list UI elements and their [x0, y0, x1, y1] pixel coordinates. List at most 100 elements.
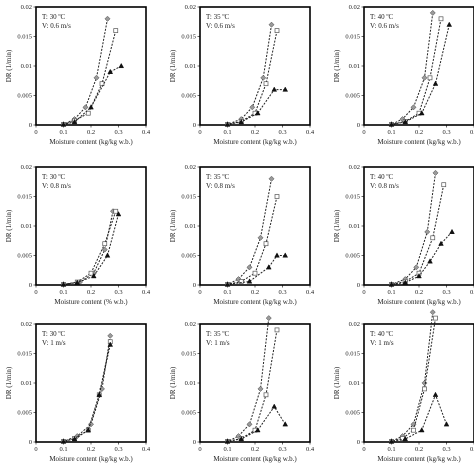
data-point-square	[438, 16, 444, 22]
y-axis-label: DR (1/min)	[169, 49, 177, 82]
data-point-square	[422, 386, 427, 392]
chart-panel-6: 0 0.1 0.2 0.3 0.4 0 0.005 0.01 0.015 0.02 Moisture…	[333, 164, 474, 306]
data-point-square	[263, 241, 269, 247]
y-tick-label: 0.02	[349, 164, 360, 171]
x-tick-label: 0.1	[387, 129, 395, 136]
data-point-square	[274, 28, 280, 33]
series-line	[227, 89, 286, 125]
y-tick-label: 0	[357, 439, 360, 446]
series-triangle	[388, 21, 453, 127]
data-point-square	[263, 81, 269, 87]
y-tick-label: 0.01	[185, 380, 196, 387]
data-point-triangle	[88, 104, 94, 110]
x-axis-label: Moisture content (kg/kg w.b.)	[377, 298, 461, 306]
data-point-triangle	[60, 121, 67, 127]
series-square	[61, 339, 113, 444]
velocity-label: V: 0.8 m/s	[370, 182, 399, 190]
chart-panel-7: 0 0.1 0.2 0.3 0.4 0 0.005 0.01 0.015 0.02 Moisture…	[5, 321, 151, 463]
velocity-label: V: 0.8 m/s	[42, 182, 71, 190]
x-tick-label: 0	[362, 129, 365, 136]
data-point-triangle	[282, 252, 289, 258]
x-axis-label: Moisture content (kg/kg w.b.)	[49, 455, 133, 463]
y-axis-label: DR (1/min)	[169, 366, 177, 399]
x-axis-label: Moisture content (kg/kg w.b.)	[213, 138, 297, 146]
y-tick-label: 0.005	[181, 93, 196, 100]
data-point-diamond	[257, 385, 264, 392]
x-tick-label: 0.4	[306, 446, 315, 453]
series-diamond	[60, 208, 116, 288]
data-point-triangle	[85, 427, 92, 433]
y-tick-label: 0.005	[181, 253, 196, 260]
x-tick-label: 0.4	[142, 446, 151, 453]
y-tick-label: 0	[29, 122, 32, 129]
data-point-diamond	[249, 104, 256, 111]
y-tick-label: 0.005	[17, 93, 32, 100]
chart-panel-2: 0 0.1 0.2 0.3 0.4 0 0.005 0.01 0.015 0.02 Moisture…	[169, 4, 315, 146]
y-tick-label: 0.015	[181, 194, 196, 201]
series-square	[225, 28, 280, 127]
data-point-square	[252, 270, 258, 276]
y-tick-label: 0.015	[345, 194, 360, 201]
data-point-triangle	[443, 421, 450, 427]
y-tick-label: 0	[29, 282, 32, 289]
y-tick-label: 0.015	[345, 351, 360, 358]
data-point-diamond	[265, 315, 272, 322]
data-point-triangle	[274, 252, 280, 258]
series-line	[63, 214, 119, 285]
y-tick-label: 0.02	[21, 321, 32, 328]
x-axis-label: Moisture content (kg/kg w.b.)	[377, 455, 461, 463]
x-tick-label: 0.4	[142, 129, 151, 136]
data-point-triangle	[246, 278, 253, 284]
y-tick-label: 0.005	[345, 410, 360, 417]
x-tick-label: 0	[34, 129, 37, 136]
data-point-triangle	[265, 264, 272, 270]
x-tick-label: 0.4	[306, 289, 315, 296]
y-axis-label: DR (1/min)	[333, 49, 341, 82]
data-point-triangle	[115, 211, 122, 217]
data-point-triangle	[71, 118, 78, 125]
y-axis-label: DR (1/min)	[5, 209, 13, 242]
x-tick-label: 0.3	[114, 129, 122, 136]
x-tick-label: 0.1	[223, 289, 231, 296]
data-point-triangle	[60, 281, 67, 287]
data-point-triangle	[449, 228, 455, 234]
x-tick-label: 0.3	[114, 446, 122, 453]
y-tick-label: 0	[29, 439, 32, 446]
chart-panel-5: 0 0.1 0.2 0.3 0.4 0 0.005 0.01 0.015 0.02 Moisture…	[169, 164, 315, 306]
y-tick-label: 0.015	[17, 34, 32, 41]
data-point-triangle	[238, 435, 245, 442]
y-tick-label: 0	[357, 122, 360, 129]
x-tick-label: 0	[362, 446, 365, 453]
data-point-triangle	[432, 391, 439, 397]
data-point-diamond	[432, 169, 439, 176]
series-triangle	[60, 211, 122, 287]
series-diamond	[388, 309, 436, 445]
x-tick-label: 0.2	[251, 129, 259, 136]
temperature-label: T: 40 ºC	[370, 330, 394, 338]
temperature-label: T: 30 ºC	[42, 330, 66, 338]
temperature-label: T: 40 ºC	[370, 13, 394, 21]
data-point-diamond	[429, 9, 436, 16]
y-tick-label: 0.01	[21, 63, 32, 70]
temperature-label: T: 35 ºC	[206, 13, 230, 21]
y-tick-label: 0.015	[181, 34, 196, 41]
data-point-triangle	[107, 68, 114, 74]
data-point-square	[427, 75, 433, 81]
series-triangle	[388, 228, 455, 287]
series-triangle	[60, 62, 125, 127]
x-tick-label: 0.3	[442, 129, 450, 136]
y-tick-label: 0.01	[185, 63, 196, 70]
series-line	[63, 30, 117, 125]
y-axis-label: DR (1/min)	[333, 366, 341, 399]
data-point-triangle	[254, 110, 261, 116]
x-tick-label: 0.3	[114, 289, 122, 296]
series-square	[225, 327, 280, 444]
data-point-diamond	[260, 74, 267, 81]
y-tick-label: 0.005	[17, 253, 32, 260]
x-tick-label: 0.1	[387, 446, 395, 453]
x-tick-label: 0.3	[278, 446, 286, 453]
series-square	[389, 182, 447, 287]
velocity-label: V: 1 m/s	[42, 339, 66, 347]
data-point-diamond	[421, 74, 428, 81]
data-point-square	[85, 110, 91, 116]
